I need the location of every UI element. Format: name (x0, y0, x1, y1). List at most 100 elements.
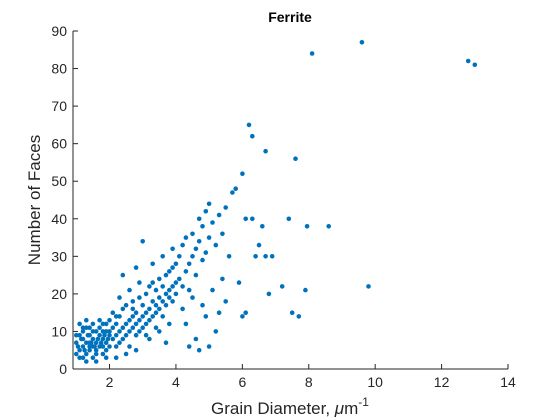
data-point (472, 62, 478, 68)
data-point (143, 321, 149, 327)
data-point (84, 325, 89, 331)
data-point (203, 314, 209, 319)
data-point (140, 314, 145, 319)
data-point (90, 344, 96, 349)
data-point (80, 355, 86, 361)
data-point (196, 216, 202, 222)
y-tick-label: 70 (51, 98, 67, 114)
x-axis-label-unit: m (344, 399, 358, 418)
data-point (120, 306, 126, 312)
data-point (105, 336, 111, 342)
data-point (206, 235, 212, 240)
data-point (200, 302, 205, 308)
data-point (190, 231, 195, 237)
data-point (296, 314, 302, 319)
data-point (107, 317, 112, 323)
data-point (74, 340, 79, 346)
data-point (130, 299, 136, 304)
data-point (157, 306, 162, 312)
data-point (177, 253, 182, 259)
data-point (93, 340, 99, 346)
data-point (210, 220, 215, 225)
data-point (97, 344, 102, 349)
data-point (243, 216, 248, 222)
data-point (90, 329, 96, 334)
x-axis-label-exponent: -1 (358, 395, 369, 409)
data-point (133, 321, 139, 327)
data-point (230, 190, 235, 195)
data-point (233, 186, 238, 191)
data-point (163, 302, 169, 308)
data-point (150, 280, 155, 285)
data-point (102, 332, 107, 338)
data-point (203, 209, 209, 214)
data-points (74, 40, 478, 364)
data-point (253, 253, 258, 259)
data-point (79, 336, 84, 342)
data-point (279, 284, 285, 289)
data-point (180, 306, 185, 312)
data-point (113, 321, 119, 327)
data-point (160, 284, 165, 289)
data-point (289, 310, 295, 316)
data-point (113, 314, 119, 319)
data-point (170, 265, 175, 270)
data-point (100, 336, 106, 342)
data-point (216, 310, 222, 316)
data-point (133, 332, 139, 338)
data-point (196, 347, 202, 353)
y-tick-label: 40 (51, 211, 67, 227)
data-point (260, 224, 265, 229)
x-axis-label: Grain Diameter, μm-1 (211, 395, 369, 418)
data-point (147, 336, 152, 342)
data-point (359, 40, 365, 45)
data-point (160, 299, 165, 304)
data-point (157, 276, 162, 282)
data-point (213, 242, 219, 248)
data-point (140, 239, 145, 244)
data-point (87, 347, 92, 353)
data-point (246, 122, 252, 128)
data-point (193, 272, 199, 278)
data-point (123, 321, 129, 327)
y-tick-label: 60 (51, 136, 67, 152)
data-point (183, 235, 189, 240)
data-point (157, 329, 162, 334)
data-point (170, 299, 175, 304)
data-point (100, 344, 106, 349)
data-point (186, 344, 192, 349)
y-tick-label: 50 (51, 173, 67, 189)
data-point (87, 340, 92, 346)
data-point (143, 310, 149, 316)
data-point (110, 310, 116, 316)
data-point (180, 284, 185, 289)
data-point (93, 329, 99, 334)
data-point (77, 347, 82, 353)
data-point (147, 306, 152, 312)
data-point (113, 344, 119, 349)
data-point (117, 295, 122, 300)
x-axis-label-mu: μ (334, 399, 345, 418)
x-tick-label: 8 (305, 374, 313, 390)
data-point (77, 332, 82, 338)
data-point (137, 317, 142, 323)
data-point (117, 340, 122, 346)
data-point (220, 231, 225, 237)
data-point (97, 332, 102, 338)
data-point (186, 287, 192, 293)
y-tick-labels: 0 10 20 30 40 50 60 70 80 90 (51, 23, 67, 377)
x-tick-labels: 2 4 6 8 10 12 14 (106, 374, 516, 390)
data-point (200, 224, 205, 229)
data-point (153, 302, 159, 308)
chart-title: Ferrite (268, 9, 312, 25)
data-point (309, 51, 315, 56)
y-tick-label: 30 (51, 248, 67, 264)
data-point (98, 340, 104, 346)
data-point (84, 359, 89, 364)
data-point (173, 291, 179, 297)
data-point (263, 253, 268, 259)
data-point (150, 261, 155, 267)
data-point (269, 253, 275, 259)
data-point (150, 314, 155, 319)
data-point (80, 344, 86, 349)
